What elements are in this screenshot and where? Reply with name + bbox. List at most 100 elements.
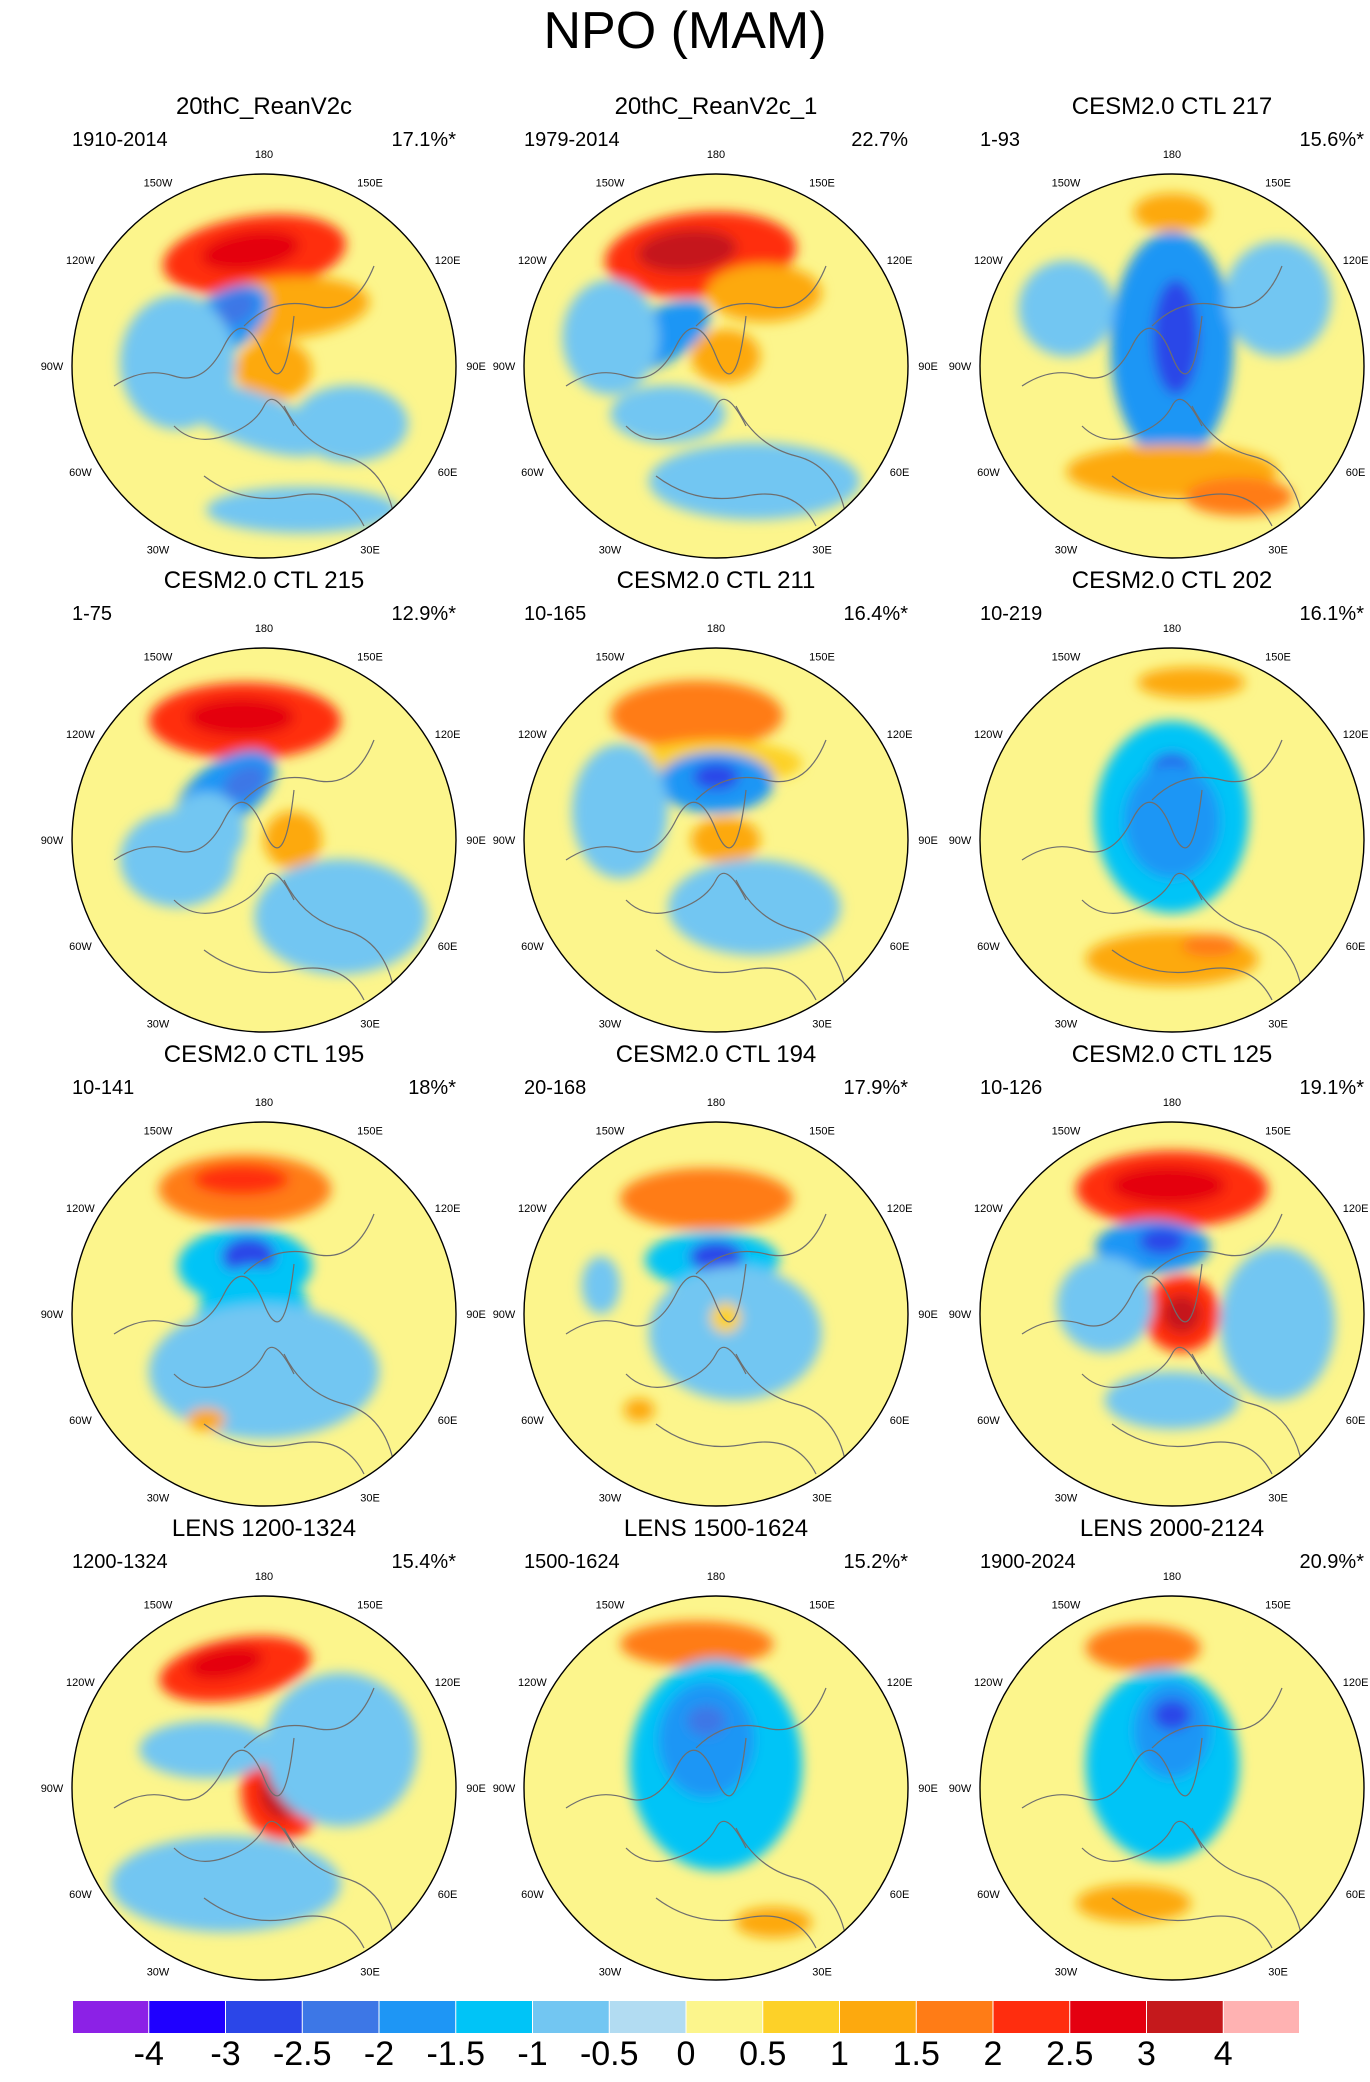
panel-title: 20thC_ReanV2c	[175, 93, 353, 120]
colorbar-tick-label: 3	[1137, 2035, 1156, 2073]
longitude-label: 30W	[599, 1493, 622, 1505]
longitude-label: 120E	[435, 1677, 461, 1689]
coastline	[283, 405, 395, 517]
coastline	[655, 1423, 817, 1475]
anomaly-contour	[623, 1398, 655, 1422]
anomaly-contour	[706, 264, 822, 322]
longitude-label: 60E	[438, 1415, 458, 1427]
anomaly-contour	[572, 744, 668, 879]
coastline	[1151, 1213, 1283, 1275]
panel-period: 1-75	[72, 603, 113, 625]
coastline	[173, 398, 295, 440]
map-panel: CESM2.0 CTL 215 1-75 12.9%* 180 150E 120E 90E 6…	[36, 566, 492, 1046]
longitude-label: 90W	[41, 835, 64, 847]
longitude-label: 90E	[918, 1783, 938, 1795]
panel-period: 10-219	[980, 603, 1043, 625]
longitude-label: 150W	[1052, 177, 1081, 189]
anomaly-contour	[1085, 1624, 1201, 1671]
panel-title: CESM2.0 CTL 211	[616, 567, 816, 594]
longitude-label: 120E	[435, 1203, 461, 1215]
anomaly-contour	[637, 229, 737, 273]
panel-variance: 15.4%*	[391, 1551, 457, 1573]
coastline	[243, 739, 375, 801]
longitude-label: 90W	[41, 1783, 64, 1795]
map-boundary	[71, 1121, 457, 1507]
colorbar-tick-label: -3	[210, 2035, 241, 2073]
longitude-label: 120W	[518, 1677, 547, 1689]
anomaly-contour	[264, 811, 322, 869]
anomaly-contour	[692, 763, 740, 791]
polar-map: 180150E120E90E60E30E030W60W90W120W150W	[41, 1097, 486, 1507]
longitude-label: 60E	[1346, 1415, 1366, 1427]
longitude-label: 30W	[599, 1019, 622, 1031]
longitude-label: 90W	[493, 1309, 516, 1321]
coastline	[283, 1353, 395, 1465]
anomaly-contour	[264, 1672, 418, 1827]
colorbar-tick-label: 0	[676, 2035, 696, 2073]
coastline	[1021, 1737, 1203, 1809]
longitude-label: 120E	[887, 729, 913, 741]
panel-title: LENS 1200-1324	[171, 1515, 357, 1542]
anomaly-contour	[1137, 667, 1245, 698]
colorbar	[71, 1999, 1301, 2035]
polar-map: 180150E120E90E60E30E030W60W90W120W150W	[493, 1571, 938, 1981]
longitude-label: 30W	[1055, 545, 1078, 557]
anomaly-contour	[1139, 1227, 1186, 1255]
longitude-label: 60E	[890, 467, 910, 479]
panel-title: CESM2.0 CTL 125	[1071, 1041, 1273, 1068]
longitude-label: 60W	[977, 1415, 1000, 1427]
longitude-label: 120W	[974, 729, 1003, 741]
longitude-label: 150E	[357, 651, 383, 663]
longitude-label: 30E	[360, 1967, 380, 1979]
map-boundary	[523, 173, 909, 559]
anomaly-contour	[735, 1907, 812, 1938]
longitude-label: 150W	[1052, 651, 1081, 663]
longitude-label: 60W	[69, 941, 92, 953]
longitude-label: 150E	[1265, 651, 1291, 663]
coastline	[173, 872, 295, 914]
longitude-label: 30E	[1268, 1493, 1288, 1505]
colorbar-tick-label: 1.5	[892, 2035, 940, 2073]
anomaly-contour	[689, 1241, 743, 1272]
colorbar-swatch	[225, 1999, 304, 2035]
longitude-label: 60W	[69, 1415, 92, 1427]
longitude-label: 120W	[518, 1203, 547, 1215]
longitude-label: 90W	[949, 1309, 972, 1321]
longitude-label: 150E	[1265, 177, 1291, 189]
panel-variance: 22.7%	[851, 129, 908, 151]
panel-period: 1979-2014	[524, 129, 620, 151]
colorbar-tick-label: -2	[363, 2035, 395, 2073]
figure-title: NPO (MAM)	[543, 2, 827, 60]
polar-map: 180150E120E90E60E30E030W60W90W120W150W	[493, 149, 938, 559]
anomaly-contour	[110, 1836, 341, 1932]
coastline	[565, 789, 747, 861]
panel-period: 10-126	[980, 1077, 1043, 1099]
longitude-label: 30E	[812, 1967, 832, 1979]
anomaly-contour	[223, 764, 267, 800]
longitude-label: 120E	[435, 729, 461, 741]
longitude-label: 30W	[147, 1493, 170, 1505]
panel-variance: 19.1%*	[1299, 1077, 1365, 1099]
panel-period: 10-141	[72, 1077, 135, 1099]
polar-map: 180150E120E90E60E30E030W60W90W120W150W	[41, 1571, 486, 1981]
panel-title: CESM2.0 CTL 202	[1071, 567, 1273, 594]
map-boundary	[71, 173, 457, 559]
map-boundary	[523, 647, 909, 1033]
anomaly-contour	[1018, 260, 1115, 357]
anomaly-contour	[1056, 1256, 1153, 1353]
coastline	[625, 398, 747, 440]
coastline	[695, 739, 827, 801]
coastline	[655, 949, 817, 1001]
longitude-label: 120W	[66, 729, 95, 741]
map-boundary	[979, 173, 1365, 559]
panel-variance: 18%*	[408, 1077, 456, 1099]
anomaly-contour	[1076, 1884, 1192, 1923]
anomaly-contour	[192, 1164, 289, 1195]
longitude-label: 60W	[977, 1889, 1000, 1901]
colorbar-swatch	[71, 1999, 150, 2035]
anomaly-contour	[1152, 1699, 1192, 1731]
anomaly-contour	[1133, 1682, 1211, 1779]
longitude-label: 150E	[809, 1599, 835, 1611]
coastline	[735, 1827, 847, 1939]
map-panel: LENS 1500-1624 1500-1624 15.2%* 180 150E 120E…	[488, 1514, 944, 1994]
